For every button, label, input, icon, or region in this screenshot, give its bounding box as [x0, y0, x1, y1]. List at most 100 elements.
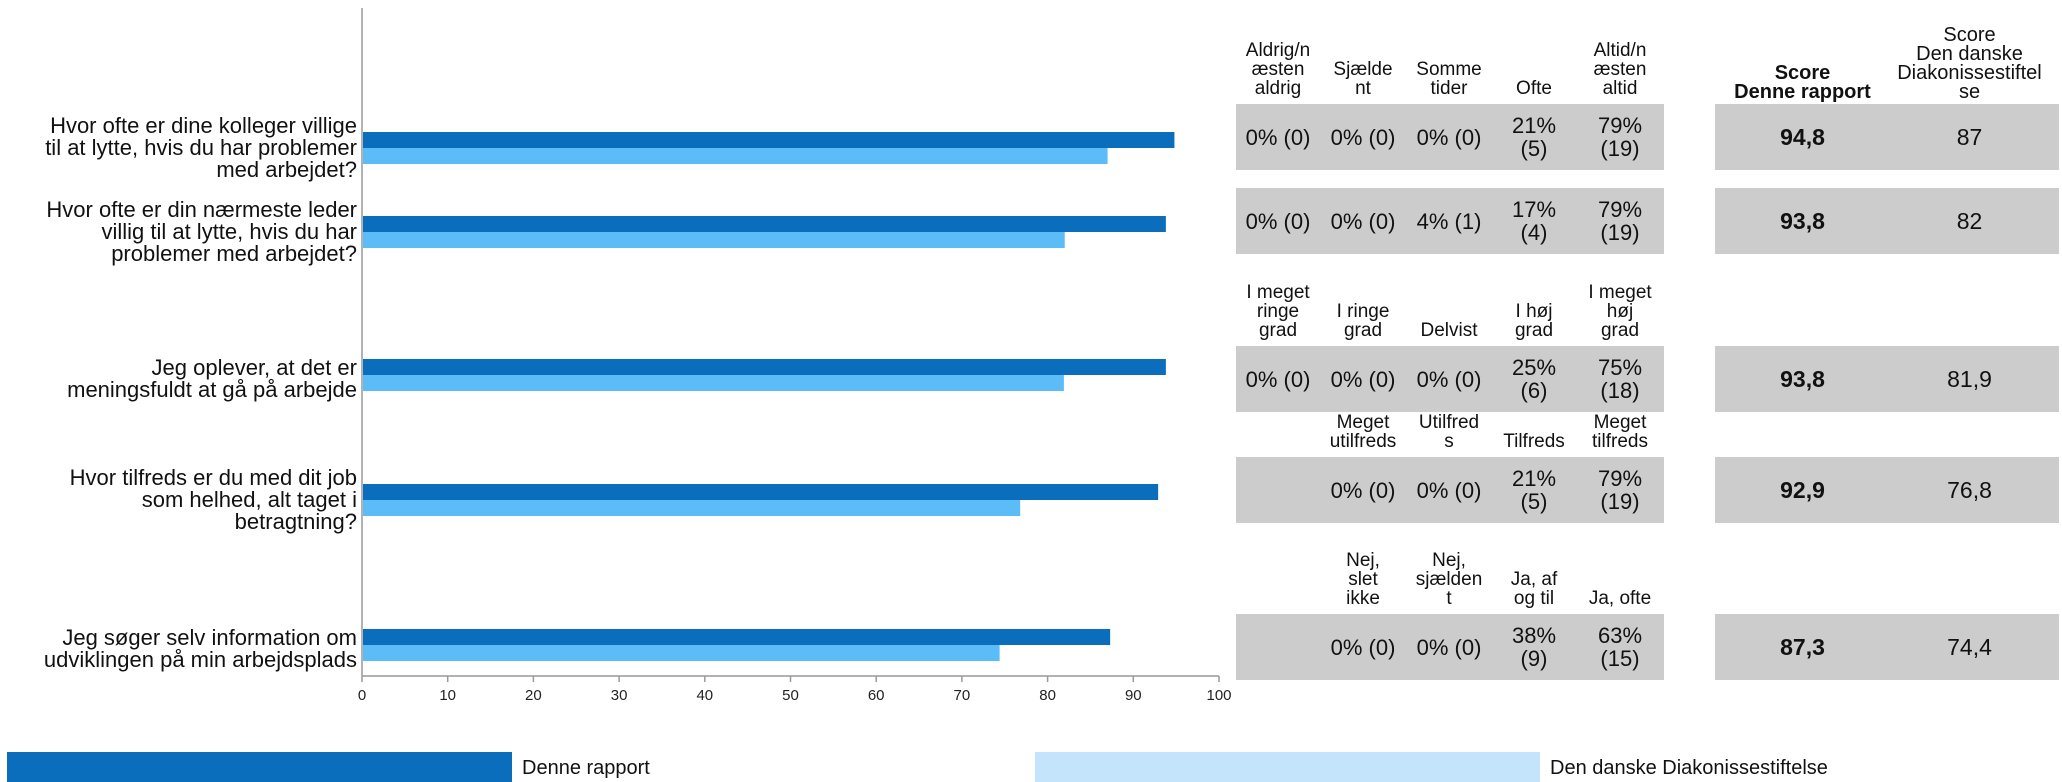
score-header-line: Denne rapport [1734, 81, 1871, 103]
score-header-line: Score [1774, 62, 1831, 84]
response-cell: 0% (0) [1330, 634, 1396, 660]
x-tick-label: 0 [358, 687, 366, 704]
response-header: Nej, slet ikke [1346, 550, 1380, 609]
score-block-3 [1715, 346, 2059, 412]
bar-denne-rapport-3 [363, 359, 1166, 375]
x-tick-label: 90 [1125, 687, 1142, 704]
legend-label-diakonissestiftelse: Den danske Diakonissestiftelse [1550, 757, 1828, 779]
score-denne-rapport: 92,9 [1780, 476, 1825, 503]
score-header-compare: Score Den danske Diakonissestiftel se [1882, 14, 2057, 102]
score-diakonissestiftelse: 82 [1956, 207, 1983, 234]
question-label-line: meningsfuldt at gå på arbejde [67, 377, 357, 402]
x-tick-label: 50 [782, 687, 799, 704]
response-header: Meget tilfreds [1592, 412, 1648, 452]
score-block-2 [1715, 188, 2059, 254]
response-header: Meget utilfreds [1329, 412, 1397, 452]
response-header: Ofte [1516, 78, 1552, 99]
response-cell: 21% (5) [1511, 466, 1557, 514]
response-cell: 0% (0) [1416, 124, 1482, 150]
response-cell: 0% (0) [1416, 634, 1482, 660]
response-cell: 0% (0) [1416, 477, 1482, 503]
question-label-line: udviklingen på min arbejdsplads [43, 647, 357, 672]
response-cell: 21% (5) [1511, 113, 1557, 161]
response-header: Ja, ofte [1588, 588, 1652, 609]
score-diakonissestiftelse: 76,8 [1947, 476, 1992, 503]
question-label-line: Hvor tilfreds er du med dit job [69, 465, 357, 490]
response-cell: 79% (19) [1597, 113, 1643, 161]
x-tick-label: 20 [525, 687, 542, 704]
question-label-line: som helhed, alt taget i [141, 487, 357, 512]
x-tick-label: 60 [868, 687, 885, 704]
response-header: Somme tider [1416, 59, 1482, 99]
response-cell: 79% (19) [1597, 466, 1643, 514]
response-cell: 0% (0) [1330, 124, 1396, 150]
response-cell: 0% (0) [1330, 208, 1396, 234]
bar-diakonissestiftelse-4 [363, 500, 1021, 516]
response-header: Delvist [1420, 320, 1478, 341]
response-block-2 [1236, 188, 1664, 254]
x-tick-label: 40 [696, 687, 713, 704]
response-header: Nej, sjælden t [1415, 550, 1483, 609]
score-header-line: se [1958, 81, 1981, 103]
response-block-3 [1236, 346, 1664, 412]
response-cell: 79% (19) [1597, 197, 1643, 245]
question-label-2: Hvor ofte er din nærmeste leder villig ti… [12, 199, 357, 265]
bar-denne-rapport-2 [363, 216, 1166, 232]
response-cell: 0% (0) [1330, 366, 1396, 392]
bar-diakonissestiftelse-3 [363, 375, 1064, 391]
response-cell: 75% (18) [1597, 355, 1643, 403]
question-label-line: villig til at lytte, hvis du har [101, 219, 357, 244]
score-block-1 [1715, 104, 2059, 170]
bar-diakonissestiftelse-2 [363, 232, 1065, 248]
response-header: Altid/n æsten altid [1593, 40, 1647, 99]
score-block-5 [1715, 614, 2059, 680]
question-label-line: til at lytte, hvis du har problemer [45, 135, 357, 160]
legend-swatch-diakonissestiftelse [1035, 752, 1540, 782]
bar-diakonissestiftelse-5 [363, 645, 1000, 661]
question-label-line: Jeg søger selv information om [62, 625, 357, 650]
bar-diakonissestiftelse-1 [363, 148, 1108, 164]
question-label-line: Hvor ofte er din nærmeste leder [46, 197, 357, 222]
response-header: Ja, af og til [1510, 569, 1558, 609]
response-cell: 38% (9) [1511, 623, 1557, 671]
score-denne-rapport: 93,8 [1780, 365, 1825, 392]
response-header: I høj grad [1514, 301, 1554, 341]
response-header: Aldrig/n æsten aldrig [1245, 40, 1311, 99]
score-diakonissestiftelse: 74,4 [1947, 633, 1992, 660]
legend-label-denne-rapport: Denne rapport [522, 757, 650, 779]
response-cell: 0% (0) [1245, 208, 1311, 234]
bar-denne-rapport-1 [363, 132, 1175, 148]
response-cell: 4% (1) [1416, 208, 1482, 234]
response-cell: 63% (15) [1597, 623, 1643, 671]
x-tick-label: 70 [954, 687, 971, 704]
question-label-line: Jeg oplever, at det er [151, 355, 357, 380]
x-tick-label: 100 [1206, 687, 1231, 704]
score-denne-rapport: 93,8 [1780, 207, 1825, 234]
response-cell: 0% (0) [1245, 124, 1311, 150]
score-header-line: Diakonissestiftel [1897, 62, 2042, 84]
response-block-4 [1236, 457, 1664, 523]
response-block-5 [1236, 614, 1664, 680]
x-tick-label: 30 [611, 687, 628, 704]
response-block-1 [1236, 104, 1664, 170]
response-cell: 0% (0) [1416, 366, 1482, 392]
question-label-line: Hvor ofte er dine kolleger villige [50, 113, 357, 138]
score-header-line: Den danske [1916, 43, 2023, 65]
response-header: I meget høj grad [1588, 282, 1652, 341]
response-header: I ringe grad [1336, 301, 1390, 341]
response-header: Tilfreds [1503, 431, 1565, 452]
response-cell: 0% (0) [1245, 366, 1311, 392]
x-tick-label: 80 [1039, 687, 1056, 704]
score-header-main: Score Denne rapport [1715, 20, 1890, 102]
score-block-4 [1715, 457, 2059, 523]
x-tick-label: 10 [439, 687, 456, 704]
score-header-line: Score [1943, 24, 1996, 46]
score-denne-rapport: 94,8 [1780, 123, 1825, 150]
legend-swatch-denne-rapport [7, 752, 512, 782]
bar-denne-rapport-4 [363, 484, 1159, 500]
response-cell: 25% (6) [1511, 355, 1557, 403]
score-denne-rapport: 87,3 [1780, 633, 1825, 660]
score-diakonissestiftelse: 87 [1956, 123, 1983, 150]
response-cell: 0% (0) [1330, 477, 1396, 503]
question-label-4: Hvor tilfreds er du med dit job som helhe… [12, 467, 357, 533]
